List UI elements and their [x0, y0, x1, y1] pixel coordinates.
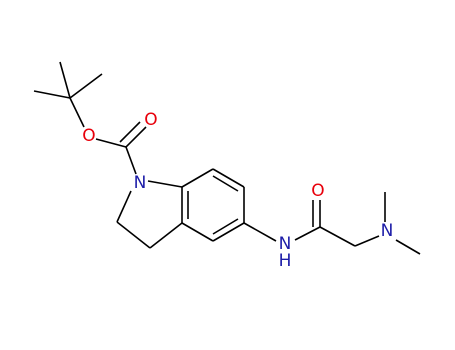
bond [181, 168, 214, 188]
atom-labels: O O N N H O N [82, 110, 393, 271]
bond [125, 146, 137, 175]
bonds [33, 61, 421, 255]
bond [212, 168, 245, 188]
bond [319, 226, 356, 247]
atom-label: H [279, 251, 292, 271]
bond [69, 73, 103, 99]
bond [212, 218, 239, 235]
atom-label: N [279, 234, 292, 254]
bond [212, 222, 245, 242]
bond [243, 222, 277, 242]
atom-label: O [82, 126, 95, 146]
bond [395, 239, 421, 255]
bond [212, 175, 239, 192]
bond [181, 222, 214, 242]
atom-label: N [381, 221, 394, 241]
bond [294, 226, 321, 241]
bond [69, 97, 85, 128]
bond [125, 126, 147, 148]
bond [149, 222, 183, 249]
bond [116, 190, 132, 223]
atom-label: N [134, 173, 147, 193]
bond [354, 235, 380, 247]
bond [33, 90, 71, 99]
bond [116, 221, 151, 249]
bond [59, 61, 71, 99]
atom-label: O [144, 110, 157, 130]
bond [95, 138, 127, 148]
atom-label: O [311, 181, 324, 201]
bond [119, 121, 141, 143]
bond [147, 180, 183, 188]
